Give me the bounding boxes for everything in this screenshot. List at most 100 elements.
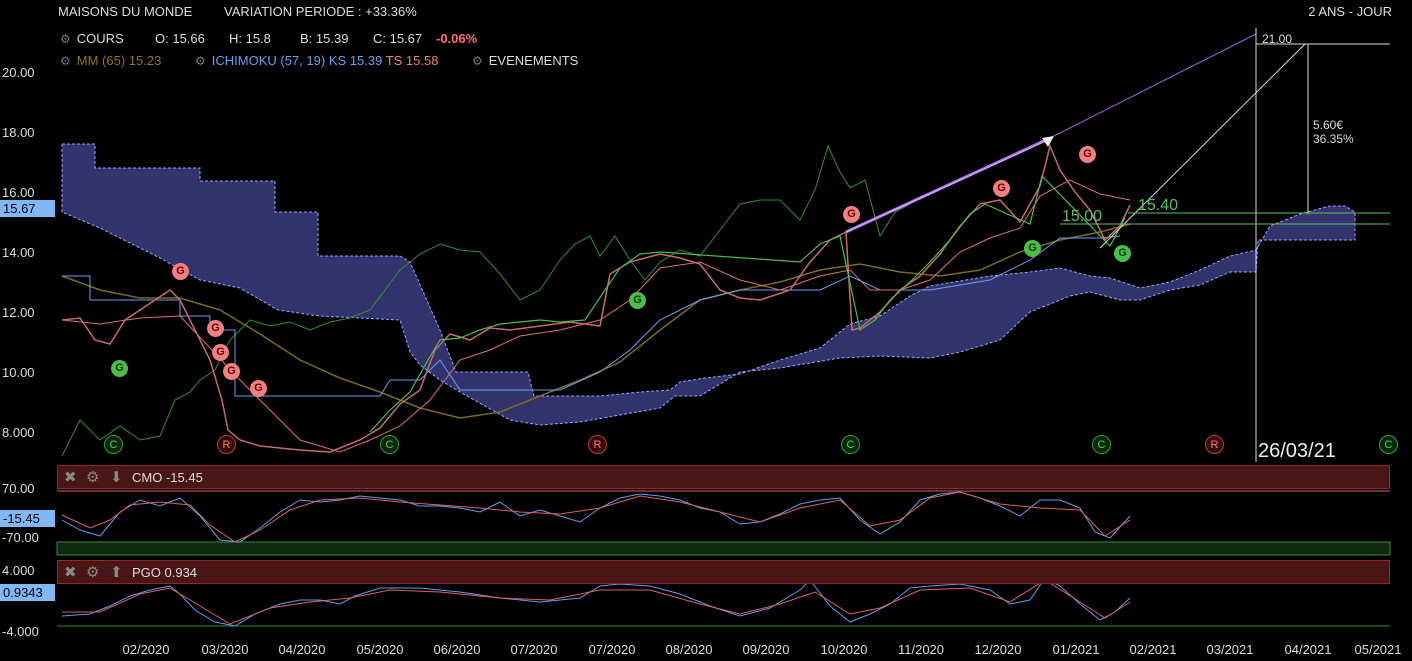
lagging-span	[61, 144, 911, 457]
cmo-title: CMO -15.45	[132, 470, 203, 485]
variation-label: VARIATION PERIODE : +33.36%	[224, 4, 417, 19]
ichimoku-cloud	[61, 143, 1356, 426]
arrow-down-icon[interactable]: ⬇	[110, 469, 123, 486]
x-tick: 03/2021	[1206, 642, 1254, 657]
x-tick: 12/2020	[974, 642, 1022, 657]
open-value: O: 15.66	[155, 31, 205, 46]
x-tick: 04/2021	[1284, 642, 1332, 657]
cours-label: COURS	[76, 31, 124, 46]
price-candles	[61, 143, 1131, 453]
x-tick: 09/2020	[742, 642, 790, 657]
event-r-marker[interactable]: R	[588, 435, 607, 454]
event-c-marker[interactable]: C	[841, 435, 860, 454]
y-tick: 10.00	[2, 365, 35, 380]
price-candles-up	[369, 174, 1126, 433]
ohlc-row: ⚙ COURS	[60, 31, 124, 46]
instrument-title: MAISONS DU MONDE	[58, 4, 193, 19]
event-c-marker[interactable]: C	[104, 435, 123, 454]
x-tick: 07/2020	[588, 642, 636, 657]
period-selector[interactable]: 2 ANS - JOUR	[1308, 4, 1392, 19]
x-tick: 07/2020	[510, 642, 558, 657]
event-r-marker[interactable]: R	[217, 435, 236, 454]
close-icon[interactable]: ✖	[64, 469, 77, 486]
cmo-value-tag: -15.45	[0, 510, 55, 527]
x-tick: 08/2020	[665, 642, 713, 657]
gear-icon[interactable]: ⚙	[86, 564, 100, 581]
gear-icon[interactable]: ⚙	[195, 54, 206, 68]
pgo-line-blue	[61, 577, 1131, 627]
close-value: C: 15.67	[373, 31, 423, 46]
cmo-panel-header: ✖ ⚙ ⬇ CMO -15.45	[57, 465, 1390, 489]
low-value: B: 15.39	[300, 31, 349, 46]
event-marker[interactable]: G	[629, 292, 646, 309]
event-marker[interactable]: G	[993, 180, 1010, 197]
gear-icon[interactable]: ⚙	[472, 54, 483, 68]
x-tick: 03/2020	[201, 642, 249, 657]
y-tick: 18.00	[2, 125, 35, 140]
event-marker[interactable]: G	[207, 320, 224, 337]
event-marker[interactable]: G	[1114, 245, 1131, 262]
x-tick: 06/2020	[433, 642, 481, 657]
indicators-row: ⚙ MM (65) 15.23	[60, 53, 161, 68]
y-tick: 16.00	[2, 185, 35, 200]
target-label: 21.00	[1262, 32, 1293, 46]
close-icon[interactable]: ✖	[64, 564, 77, 581]
trend-arrow	[1042, 136, 1054, 147]
mm-line	[61, 223, 1131, 419]
gear-icon[interactable]: ⚙	[60, 54, 71, 68]
change-value: -0.06%	[436, 31, 478, 46]
event-marker[interactable]: G	[250, 380, 267, 397]
mm-label[interactable]: MM (65) 15.23	[76, 53, 162, 68]
gain-pct-label: 36.35%	[1313, 132, 1354, 146]
gear-icon[interactable]: ⚙	[86, 469, 100, 486]
event-c-marker[interactable]: C	[1379, 435, 1398, 454]
cmo-bottom-zone	[56, 541, 1391, 556]
x-tick: 02/2021	[1129, 642, 1177, 657]
current-price-tag: 15.67	[0, 200, 55, 217]
ichimoku-label[interactable]: ICHIMOKU (57, 19)	[211, 53, 326, 68]
x-tick: 11/2020	[897, 642, 945, 657]
x-tick: 05/2020	[356, 642, 404, 657]
y-tick: 20.00	[2, 65, 35, 80]
y-tick: 8.000	[2, 425, 35, 440]
pgo-axis-top: 4.000	[2, 563, 35, 578]
cmo-line-blue	[61, 491, 1131, 543]
pgo-title: PGO 0.934	[132, 565, 198, 580]
ks-label: KS 15.39	[328, 53, 383, 68]
pgo-value-tag: 0.9343	[0, 584, 55, 601]
cmo-axis-top: 70.00	[2, 481, 35, 496]
arrow-up-icon[interactable]: ⬆	[110, 564, 123, 581]
trend-line	[845, 137, 1053, 233]
pgo-panel-header: ✖ ⚙ ⬆ PGO 0.934	[57, 560, 1390, 584]
x-tick: 05/2021	[1354, 642, 1402, 657]
gear-icon[interactable]: ⚙	[60, 32, 71, 46]
level-label: 15.40	[1138, 197, 1179, 214]
events-label[interactable]: EVENEMENTS	[488, 53, 579, 68]
cmo-line-red	[61, 491, 1131, 543]
event-marker[interactable]: G	[843, 206, 860, 223]
trend-line	[1099, 43, 1306, 249]
ks-line	[62, 235, 1121, 397]
x-tick: 04/2020	[278, 642, 326, 657]
level-label: 15.00	[1062, 208, 1103, 225]
event-r-marker[interactable]: R	[1205, 435, 1224, 454]
x-tick: 02/2020	[122, 642, 170, 657]
event-marker[interactable]: G	[111, 360, 128, 377]
event-c-marker[interactable]: C	[380, 435, 399, 454]
event-marker[interactable]: G	[1024, 240, 1041, 257]
event-marker[interactable]: G	[223, 363, 240, 380]
event-c-marker[interactable]: C	[1092, 435, 1111, 454]
pgo-line-red	[62, 579, 1131, 625]
events-row: ⚙ EVENEMENTS	[472, 53, 578, 68]
y-tick: 12.00	[2, 305, 35, 320]
gain-abs-label: 5.60€	[1313, 118, 1344, 132]
event-marker[interactable]: G	[172, 263, 189, 280]
event-marker[interactable]: G	[212, 344, 229, 361]
event-marker[interactable]: G	[1079, 146, 1096, 163]
high-value: H: 15.8	[229, 31, 271, 46]
trend-line	[1045, 33, 1257, 141]
y-tick: 14.00	[2, 245, 35, 260]
cmo-axis-bottom: -70.00	[2, 530, 39, 545]
ichimoku-row: ⚙ ICHIMOKU (57, 19) KS 15.39 TS 15.58	[195, 53, 438, 68]
